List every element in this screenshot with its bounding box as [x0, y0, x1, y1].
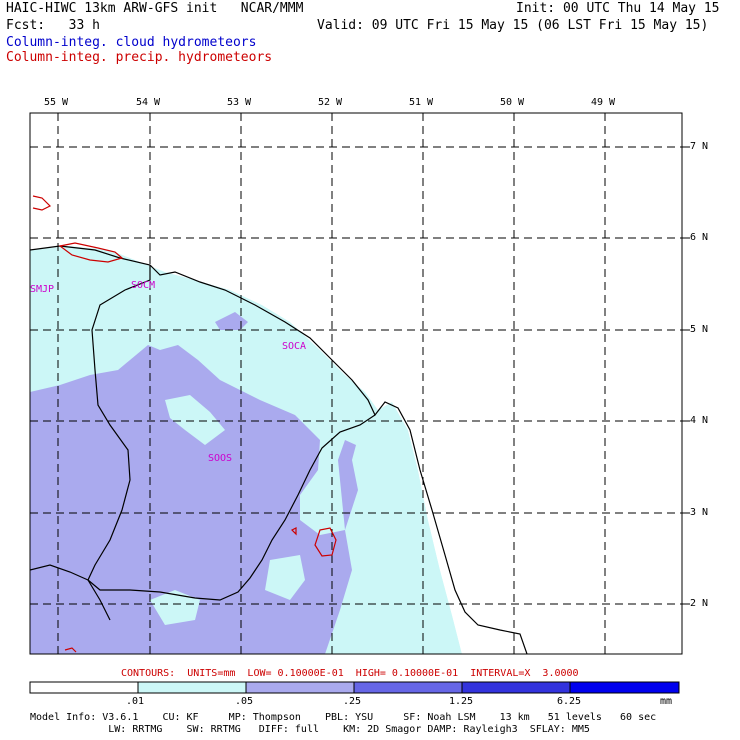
colorbar-bin-2 [137, 681, 247, 694]
lat-label-4n: 4 N [690, 415, 709, 426]
coastline [30, 245, 528, 654]
colorbar-label-5: 6.25 [557, 696, 582, 707]
border-suriname-west [30, 564, 89, 581]
cloud-field-hole [165, 395, 225, 445]
colorbar-label-3: .25 [343, 696, 362, 707]
lat-label-5n: 5 N [690, 324, 709, 335]
lat-label-2n: 2 N [690, 598, 709, 609]
model-info-line2: LW: RRTMG SW: RRTMG DIFF: full KM: 2D Sm… [30, 724, 590, 735]
colorbar-bin-5 [461, 681, 571, 694]
colorbar-label-2: .05 [235, 696, 254, 707]
field-label-precip: Column-integ. precip. hydrometeors [6, 50, 273, 65]
lon-label-55w: 55 W [44, 97, 69, 108]
cloud-field-hole-b [150, 590, 200, 625]
colorbar-bin-1 [29, 681, 139, 694]
border-suriname-guyane [87, 265, 151, 621]
lat-label-6n: 6 N [690, 232, 709, 243]
model-info-line1: Model Info: V3.6.1 CU: KF MP: Thompson P… [30, 712, 657, 723]
lat-label-7n: 7 N [690, 141, 709, 152]
precip-contours [32, 195, 337, 653]
lon-label-54w: 54 W [136, 97, 161, 108]
field-label-cloud: Column-integ. cloud hydrometeors [6, 35, 257, 50]
init-time: Init: 00 UTC Thu 14 May 15 [516, 1, 720, 16]
cloud-field-hole-c [265, 555, 305, 600]
colorbar-bin-3 [245, 681, 355, 694]
lat-ticks [682, 146, 690, 605]
lon-label-49w: 49 W [591, 97, 616, 108]
border-guyane-brazil [87, 414, 376, 601]
colorbar-bin-4 [353, 681, 463, 694]
map-frame [29, 112, 683, 655]
plot-title: HAIC-HIWC 13km ARW-GFS init NCAR/MMM [6, 1, 304, 16]
lat-label-3n: 3 N [690, 507, 709, 518]
cloud-field-medium-b [215, 312, 248, 330]
valid-time: Valid: 09 UTC Fri 15 May 15 (06 LST Fri … [317, 18, 709, 33]
station-soos: SOOS [208, 453, 233, 464]
colorbar-label-1: .01 [126, 696, 145, 707]
colorbar-label-4: 1.25 [449, 696, 474, 707]
station-soca: SOCA [282, 341, 307, 352]
colorbar-bin-6 [569, 681, 680, 694]
colorbar-unit: mm [660, 696, 673, 707]
lon-label-51w: 51 W [409, 97, 434, 108]
lon-label-50w: 50 W [500, 97, 525, 108]
station-socm: SOCM [131, 280, 156, 291]
lat-lon-grid [30, 113, 682, 654]
contours-info: CONTOURS: UNITS=mm LOW= 0.10000E-01 HIGH… [121, 668, 579, 679]
station-smjp: SMJP [30, 284, 55, 295]
lon-label-53w: 53 W [227, 97, 252, 108]
forecast-hour: Fcst: 33 h [6, 18, 100, 33]
lon-label-52w: 52 W [318, 97, 343, 108]
clear-ocean-east [30, 113, 682, 654]
